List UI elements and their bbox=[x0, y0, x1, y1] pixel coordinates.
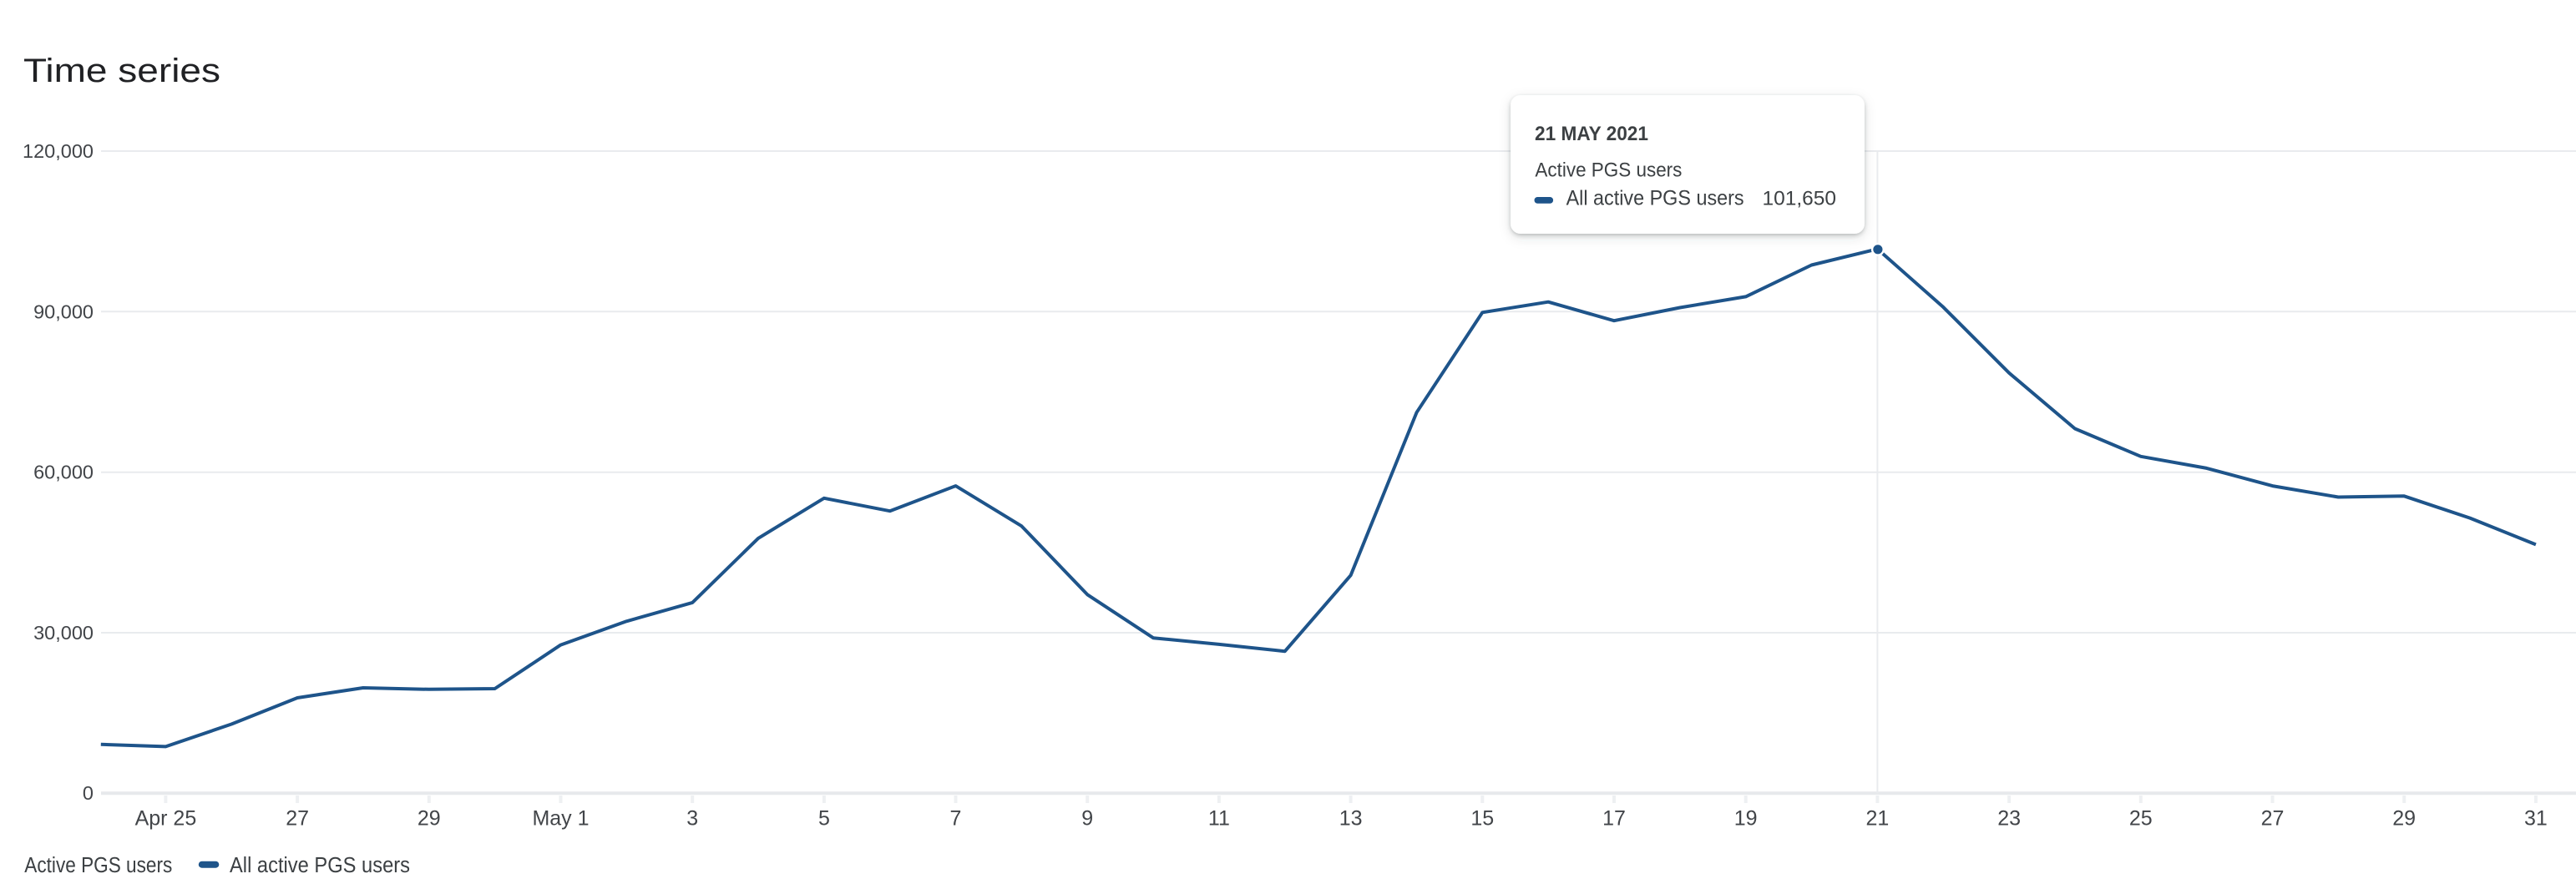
svg-text:19: 19 bbox=[1734, 806, 1758, 830]
svg-text:29: 29 bbox=[418, 806, 441, 830]
svg-text:All active PGS users: All active PGS users bbox=[230, 854, 410, 877]
svg-text:21: 21 bbox=[1865, 806, 1889, 830]
svg-text:Time series: Time series bbox=[23, 53, 220, 89]
svg-text:21 MAY 2021: 21 MAY 2021 bbox=[1535, 123, 1648, 145]
svg-text:3: 3 bbox=[686, 806, 698, 830]
svg-text:120,000: 120,000 bbox=[23, 140, 94, 162]
svg-text:23: 23 bbox=[1997, 806, 2021, 830]
svg-text:Active PGS users: Active PGS users bbox=[1535, 159, 1682, 182]
svg-text:30,000: 30,000 bbox=[33, 622, 94, 644]
svg-text:27: 27 bbox=[2261, 806, 2285, 830]
svg-text:5: 5 bbox=[818, 806, 830, 830]
svg-text:90,000: 90,000 bbox=[33, 301, 94, 322]
svg-text:9: 9 bbox=[1081, 806, 1093, 830]
svg-text:15: 15 bbox=[1470, 806, 1494, 830]
svg-text:29: 29 bbox=[2392, 806, 2416, 830]
svg-text:7: 7 bbox=[950, 806, 962, 830]
svg-text:All active PGS users: All active PGS users bbox=[1566, 186, 1744, 210]
svg-text:27: 27 bbox=[286, 806, 309, 830]
svg-text:25: 25 bbox=[2129, 806, 2153, 830]
svg-text:May 1: May 1 bbox=[532, 806, 589, 830]
svg-text:101,650: 101,650 bbox=[1762, 187, 1836, 210]
svg-text:60,000: 60,000 bbox=[33, 462, 94, 483]
svg-text:Active PGS users: Active PGS users bbox=[24, 854, 172, 877]
svg-text:31: 31 bbox=[2524, 806, 2548, 830]
svg-text:Apr 25: Apr 25 bbox=[135, 806, 197, 830]
svg-text:11: 11 bbox=[1208, 806, 1230, 830]
svg-text:17: 17 bbox=[1602, 806, 1626, 830]
svg-text:13: 13 bbox=[1339, 806, 1363, 830]
svg-text:0: 0 bbox=[83, 782, 94, 804]
